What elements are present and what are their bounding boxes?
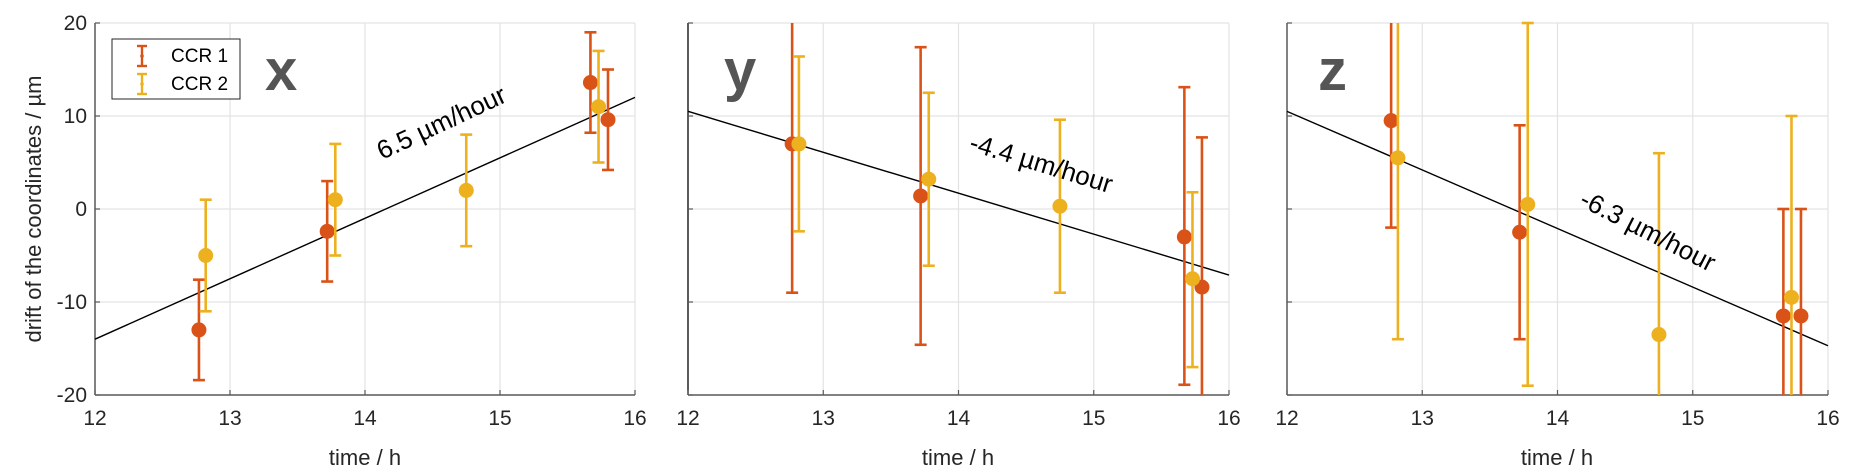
panel-letter: x — [265, 38, 297, 103]
data-point — [913, 45, 929, 347]
tick-labels: 12 13 14 15 16 — [676, 407, 1240, 430]
x-tick-label: 15 — [488, 407, 511, 430]
errorbar-icon — [137, 72, 147, 96]
y-tick-label: 0 — [75, 198, 87, 221]
fit-line — [687, 110, 1230, 276]
data-point — [1793, 207, 1809, 395]
grid-lines — [687, 22, 1230, 396]
x-tick-label: 13 — [218, 407, 241, 430]
data-point — [1775, 207, 1791, 395]
fit-line — [1286, 110, 1829, 347]
legend-box — [111, 38, 241, 100]
axes — [94, 22, 636, 396]
x-tick-label: 15 — [1681, 407, 1704, 430]
legend-item-ccr1: CCR 1 — [137, 44, 228, 68]
x-tick-label: 16 — [1217, 407, 1240, 430]
data-point — [1176, 85, 1192, 387]
data-point — [1383, 23, 1399, 229]
tick-labels: 12 13 14 15 16 — [1275, 407, 1839, 430]
x-tick-label: 12 — [1275, 407, 1298, 430]
x-tick-label: 14 — [353, 407, 377, 430]
panel-letter: y — [724, 38, 756, 103]
x-tick-label: 12 — [676, 407, 699, 430]
data-point — [921, 91, 937, 268]
data-point — [1512, 124, 1528, 341]
data-point — [600, 68, 616, 172]
panel-z: 12 13 14 15 16 time / h z -6.3 µm/hour — [1275, 21, 1840, 470]
data-point — [1052, 118, 1068, 295]
axes — [687, 22, 1230, 396]
legend-label: CCR 1 — [171, 46, 228, 67]
data-point — [458, 133, 474, 248]
data-points — [191, 30, 616, 382]
data-point — [319, 179, 335, 283]
rate-annotation: -6.3 µm/hour — [1575, 184, 1721, 278]
y-tick-label: -10 — [57, 291, 87, 314]
tick-labels: 12 13 14 15 16 -20 -10 0 10 20 — [57, 12, 647, 430]
fit-line — [687, 110, 1230, 276]
x-axis-label: time / h — [329, 445, 401, 470]
panel-letter: z — [1318, 38, 1347, 103]
x-tick-label: 14 — [947, 407, 971, 430]
data-point — [1651, 151, 1667, 395]
data-point — [582, 30, 598, 135]
fit-line — [94, 96, 636, 340]
data-point — [1520, 21, 1536, 388]
y-tick-label: 10 — [64, 105, 87, 128]
x-tick-label: 13 — [1411, 407, 1434, 430]
x-tick-label: 14 — [1546, 407, 1570, 430]
data-point — [198, 198, 214, 313]
errorbar-icon — [137, 44, 147, 68]
rate-annotation: 6.5 µm/hour — [372, 79, 511, 165]
y-tick-label: 20 — [64, 12, 87, 35]
x-tick-label: 16 — [1816, 407, 1839, 430]
x-tick-label: 12 — [83, 407, 106, 430]
x-axis-label: time / h — [1521, 445, 1593, 470]
data-point — [191, 278, 207, 382]
grid-lines — [1286, 22, 1829, 396]
data-point — [591, 49, 607, 164]
data-points — [784, 23, 1210, 395]
axes — [1286, 22, 1829, 396]
data-point — [1390, 23, 1406, 341]
fit-line — [1286, 110, 1829, 347]
data-point — [1184, 190, 1200, 369]
legend-item-ccr2: CCR 2 — [137, 72, 228, 96]
legend-label: CCR 2 — [171, 74, 228, 95]
y-tick-label: -20 — [57, 384, 87, 407]
x-tick-label: 16 — [623, 407, 646, 430]
fit-line — [94, 96, 636, 340]
y-axis-label: drift of the coordinates / µm — [21, 75, 46, 342]
x-tick-label: 13 — [812, 407, 835, 430]
panel-y: 12 13 14 15 16 time / h y -4.4 µm/hour — [676, 22, 1241, 470]
data-points — [1383, 21, 1809, 395]
data-point — [791, 55, 807, 233]
data-point — [784, 23, 800, 295]
x-axis-label: time / h — [922, 445, 994, 470]
data-point — [327, 142, 343, 257]
legend: CCR 1 CCR 2 — [111, 38, 241, 100]
data-point — [1194, 136, 1210, 395]
data-point — [1783, 114, 1799, 395]
x-tick-label: 15 — [1082, 407, 1105, 430]
